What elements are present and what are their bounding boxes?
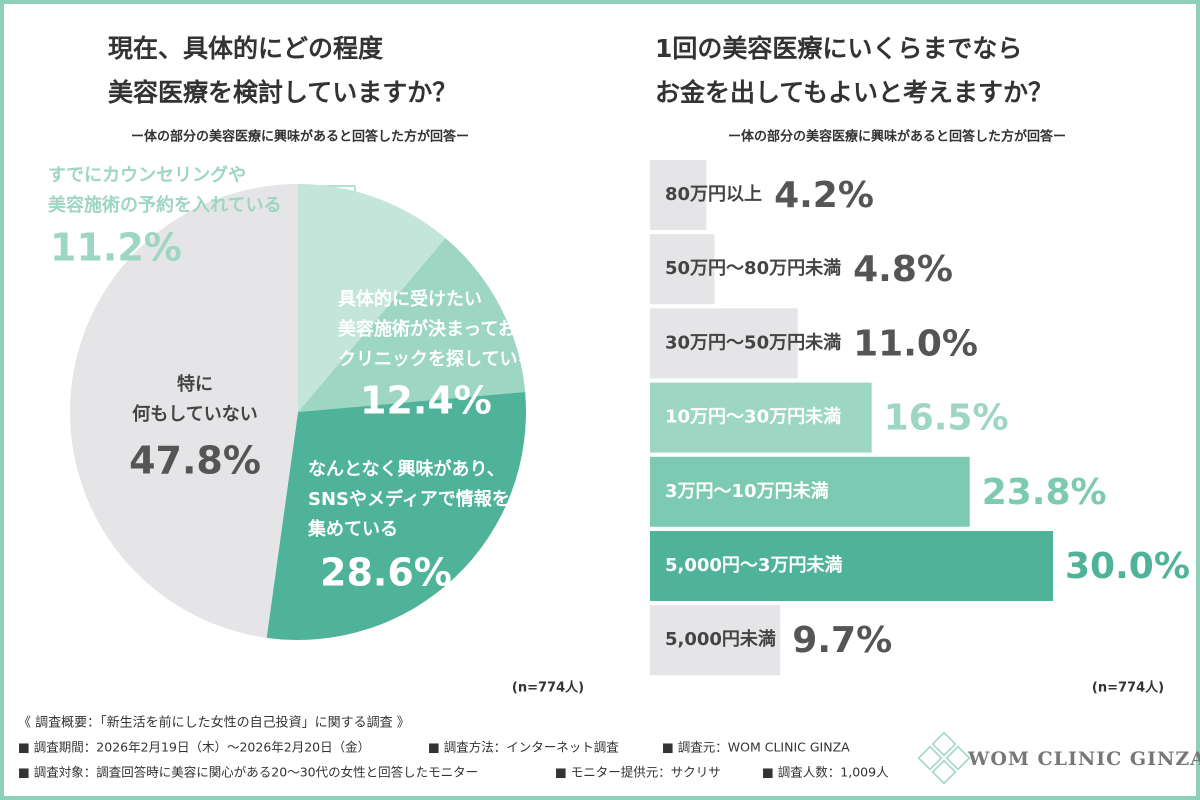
bar-label: 30万円～50万円未満 bbox=[665, 331, 841, 353]
bar bbox=[650, 382, 872, 453]
bar-label: 10万円～30万円未満 bbox=[665, 406, 841, 428]
bar bbox=[650, 605, 781, 676]
slice-label: なんとなく興味があり、 bbox=[308, 458, 505, 480]
slice-value: 28.6% bbox=[320, 551, 452, 595]
chart-subtitle: ー体の部分の美容医療に興味があると回答した方が回答ー bbox=[131, 129, 469, 145]
bar-label: 5,000円未満 bbox=[665, 628, 776, 650]
sample-note: (n=774人) bbox=[512, 680, 584, 696]
slice-label: すでにカウンセリングや bbox=[48, 164, 246, 186]
bar bbox=[650, 234, 715, 305]
chart-title: お金を出してもよいと考えますか？ bbox=[655, 78, 1053, 107]
chart-title: 現在、具体的にどの程度 bbox=[108, 34, 383, 63]
footer-item: ■ モニター提供元：サクリサ bbox=[555, 765, 721, 780]
bar-value: 23.8% bbox=[982, 472, 1107, 513]
chart-title: 1回の美容医療にいくらまでなら bbox=[655, 34, 1022, 63]
slice-value: 11.2% bbox=[50, 226, 182, 270]
bar bbox=[650, 456, 970, 527]
footer-heading: 《 調査概要：「新生活を前にした女性の自己投資」に関する調査 》 bbox=[18, 715, 410, 731]
footer-item: ■ 調査方法：インターネット調査 bbox=[428, 740, 619, 755]
slice-label: 美容施術が決まっており、 bbox=[338, 318, 551, 340]
slice-label: 特に bbox=[177, 373, 213, 395]
logo-mark bbox=[917, 731, 971, 785]
footer-item: ■ 調査期間：2026年2月19日（木）～2026年2月20日（金） bbox=[18, 740, 370, 755]
slice-label: 何もしていない bbox=[132, 403, 257, 425]
bar-value: 4.8% bbox=[853, 249, 953, 290]
slice-label: SNSやメディアで情報を bbox=[308, 488, 510, 510]
slice-label: クリニックを探している bbox=[338, 348, 535, 370]
bar-label: 50万円～80万円未満 bbox=[665, 257, 841, 279]
bar bbox=[650, 531, 1053, 601]
slice-label: 美容施術の予約を入れている bbox=[48, 194, 281, 216]
pie-slice bbox=[70, 184, 299, 638]
logo-text: WOM CLINIC GINZA bbox=[967, 748, 1200, 770]
chart-title: 美容医療を検討していますか？ bbox=[108, 78, 457, 107]
bar-label: 80万円以上 bbox=[665, 184, 762, 205]
slice-label: 集めている bbox=[307, 518, 398, 540]
bar-value: 4.2% bbox=[774, 175, 874, 216]
slice-value: 12.4% bbox=[360, 379, 492, 423]
pie-slice bbox=[298, 238, 526, 412]
footer-item: ■ 調査人数：1,009人 bbox=[762, 765, 889, 780]
pie-slice bbox=[266, 391, 526, 640]
footer-item: ■ 調査対象：調査回答時に美容に関心がある20～30代の女性と回答したモニター bbox=[18, 765, 478, 780]
bar-label: 3万円～10万円未満 bbox=[665, 480, 829, 502]
slice-label: 具体的に受けたい bbox=[338, 288, 482, 310]
footer-item: ■ 調査元：WOM CLINIC GINZA bbox=[662, 740, 850, 755]
bar-value: 16.5% bbox=[884, 398, 1009, 439]
chart-subtitle: ー体の部分の美容医療に興味があると回答した方が回答ー bbox=[728, 129, 1066, 145]
slice-value: 47.8% bbox=[129, 439, 261, 483]
bar-value: 9.7% bbox=[792, 620, 892, 661]
bar-label: 5,000円～3万円未満 bbox=[665, 554, 842, 576]
bar bbox=[650, 160, 707, 230]
bar-value: 30.0% bbox=[1065, 546, 1190, 587]
bar-value: 11.0% bbox=[853, 323, 978, 364]
bar bbox=[650, 308, 798, 379]
pie-slice bbox=[298, 184, 446, 412]
sample-note: (n=774人) bbox=[1092, 680, 1164, 696]
